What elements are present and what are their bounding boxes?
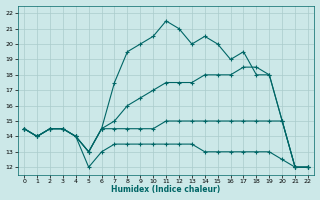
X-axis label: Humidex (Indice chaleur): Humidex (Indice chaleur) <box>111 185 221 194</box>
